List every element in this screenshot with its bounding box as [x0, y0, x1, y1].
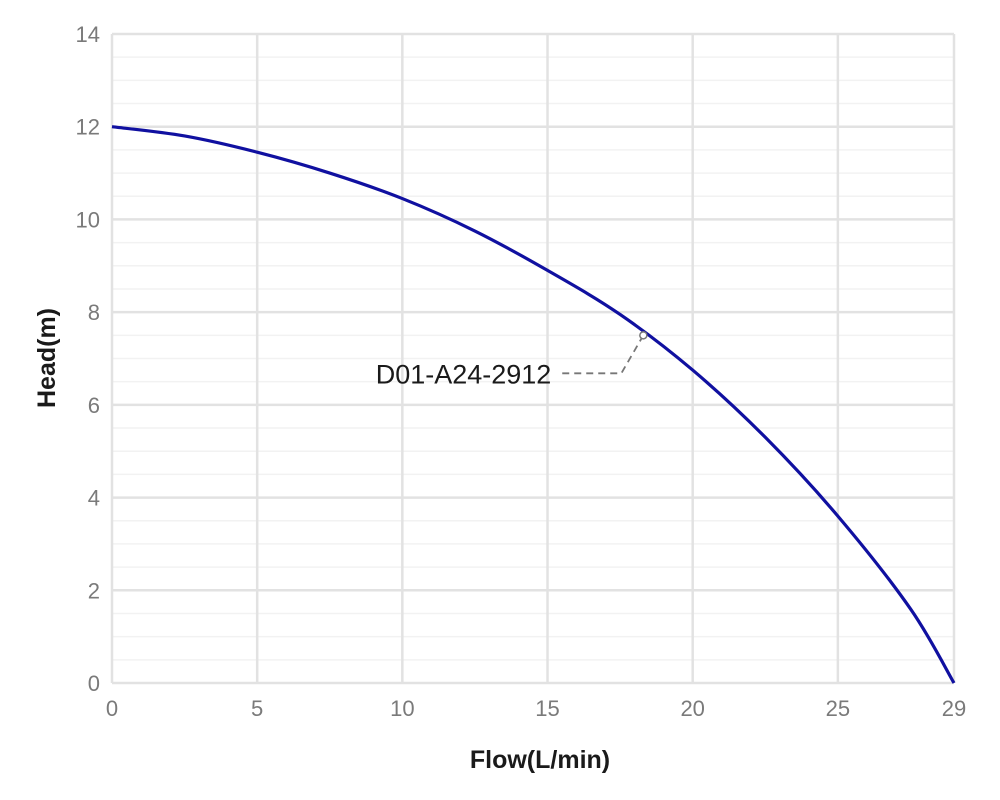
series-line	[111, 125, 956, 684]
x-tick-label: 29	[942, 696, 966, 721]
y-axis-title: Head(m)	[33, 308, 61, 408]
annotation-label: D01-A24-2912	[376, 359, 552, 389]
x-tick-label: 15	[535, 696, 559, 721]
x-tick-label: 5	[251, 696, 263, 721]
annotation-marker	[639, 331, 648, 340]
x-tick-label: 10	[390, 696, 414, 721]
x-tick-label: 0	[106, 696, 118, 721]
y-tick-labels: 0 2 4 6 8 10 12 14	[76, 22, 100, 696]
x-tick-label: 25	[826, 696, 850, 721]
y-tick-label: 6	[88, 393, 100, 418]
y-tick-label: 4	[88, 486, 100, 511]
x-tick-label: 20	[680, 696, 704, 721]
y-tick-label: 14	[76, 22, 100, 47]
y-tick-label: 0	[88, 671, 100, 696]
y-tick-label: 2	[88, 578, 100, 603]
y-tick-label: 8	[88, 300, 100, 325]
x-axis-title: Flow(L/min)	[470, 746, 610, 774]
y-tick-label: 10	[76, 207, 100, 232]
y-tick-label: 12	[76, 115, 100, 140]
major-grid	[110, 32, 956, 685]
series-layer	[111, 125, 956, 684]
annotation-leader-line	[559, 334, 645, 375]
x-tick-labels: 0 5 10 15 20 25 29	[106, 696, 966, 721]
annotation-layer: D01-A24-2912	[376, 331, 648, 389]
minor-grid	[112, 56, 954, 661]
